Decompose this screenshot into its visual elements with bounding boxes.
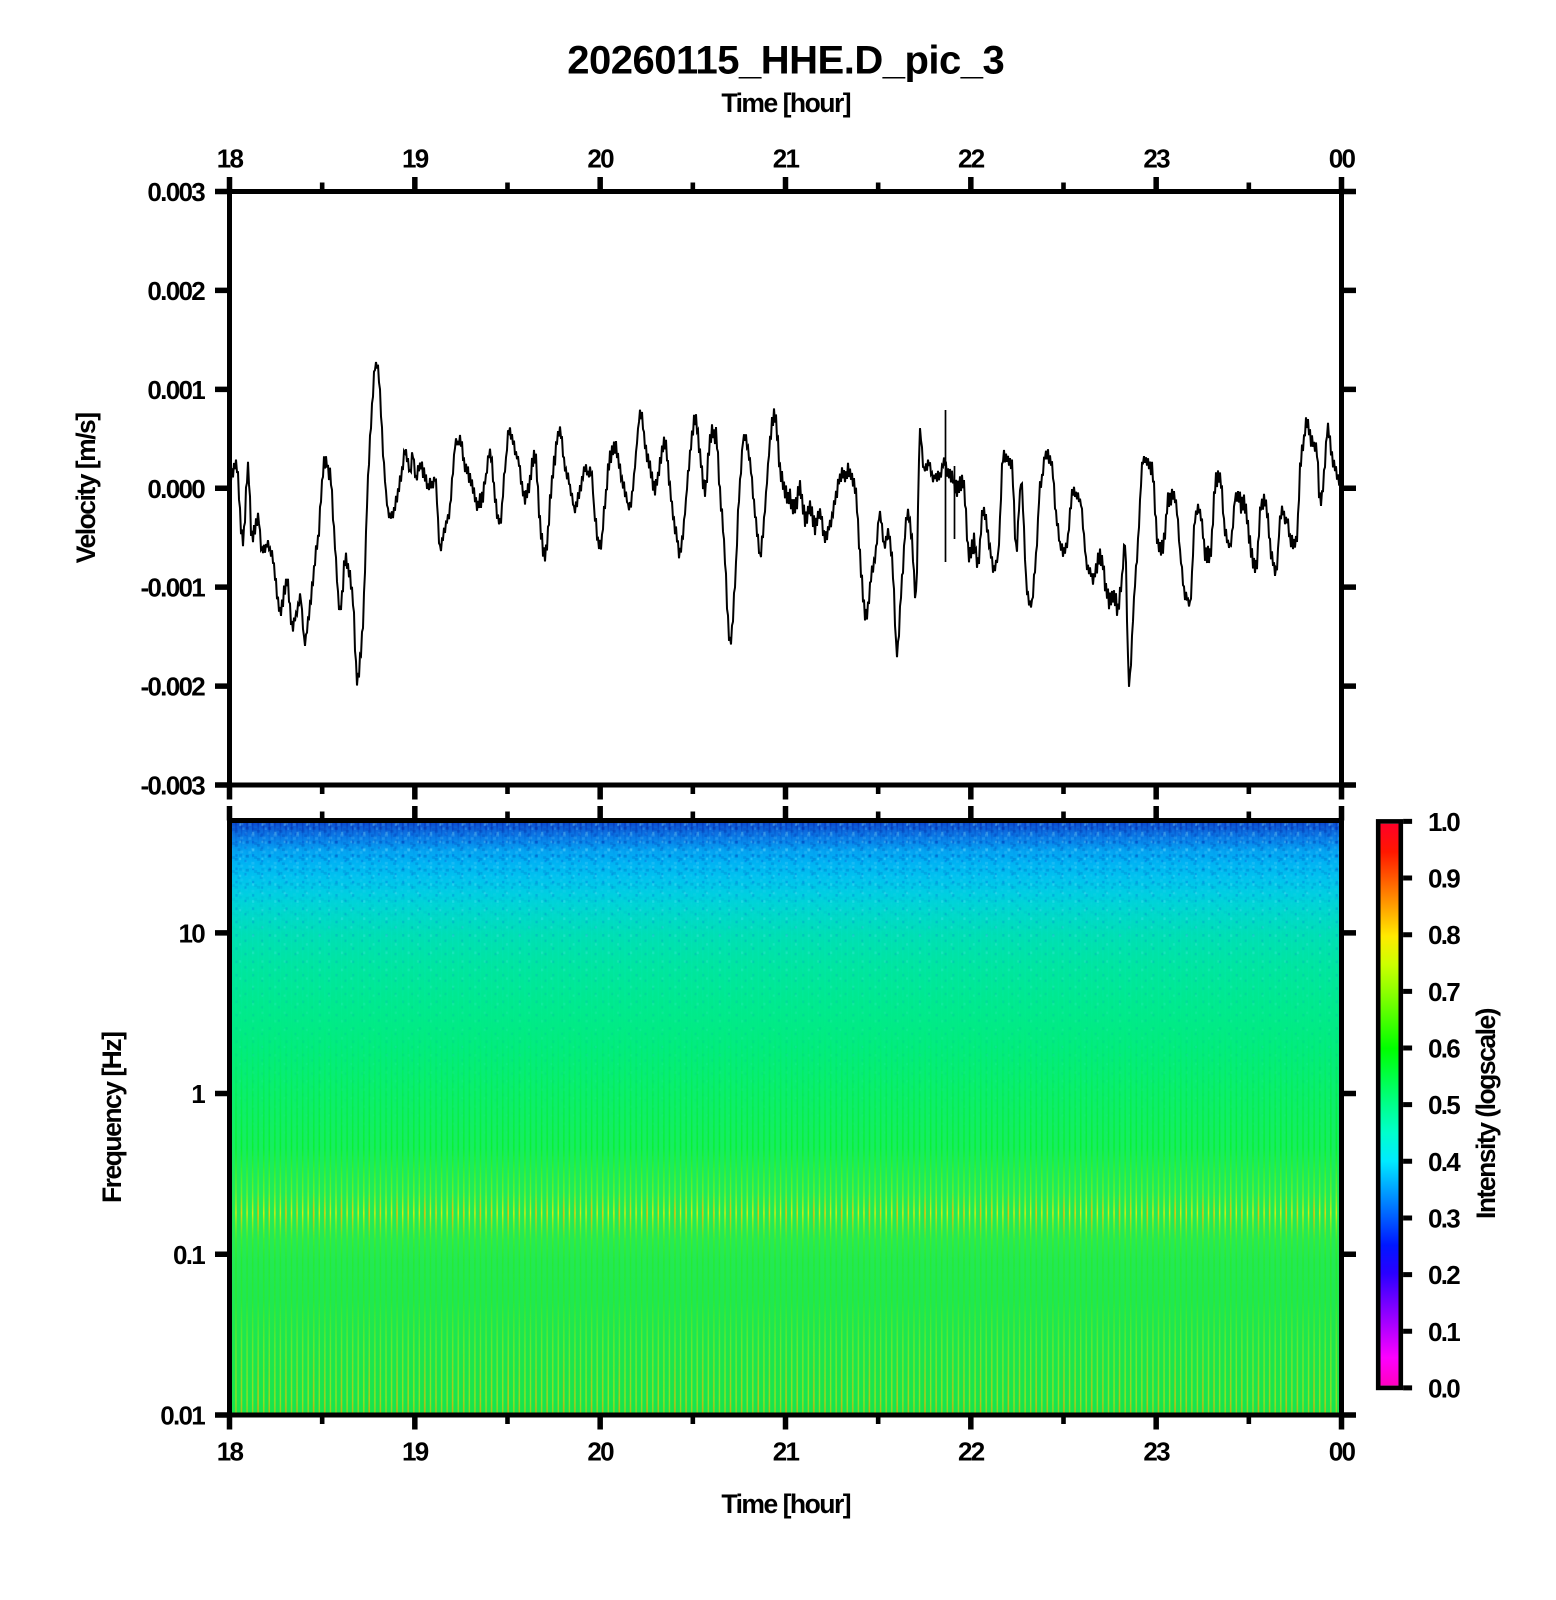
svg-text:Intensity (logscale): Intensity (logscale) — [1471, 1008, 1501, 1219]
svg-text:0.0: 0.0 — [1428, 1373, 1460, 1403]
svg-text:Frequency [Hz]: Frequency [Hz] — [97, 1032, 127, 1203]
svg-text:1: 1 — [191, 1079, 205, 1109]
svg-text:18: 18 — [217, 144, 244, 174]
svg-text:18: 18 — [217, 1437, 244, 1467]
svg-text:-0.001: -0.001 — [140, 573, 205, 603]
svg-text:-0.003: -0.003 — [140, 771, 205, 801]
svg-text:10: 10 — [178, 918, 205, 948]
svg-text:0.5: 0.5 — [1428, 1090, 1460, 1120]
svg-text:22: 22 — [958, 144, 985, 174]
svg-text:0.3: 0.3 — [1428, 1204, 1460, 1234]
svg-text:0.1: 0.1 — [1428, 1317, 1460, 1347]
svg-text:20: 20 — [587, 144, 614, 174]
svg-text:0.7: 0.7 — [1428, 977, 1460, 1007]
svg-text:19: 19 — [402, 144, 429, 174]
svg-text:00: 00 — [1329, 1437, 1356, 1467]
svg-text:0.2: 0.2 — [1428, 1260, 1460, 1290]
svg-text:0.001: 0.001 — [147, 375, 205, 405]
svg-text:1.0: 1.0 — [1428, 807, 1460, 837]
svg-text:21: 21 — [773, 144, 800, 174]
svg-text:0.003: 0.003 — [147, 177, 205, 207]
svg-text:00: 00 — [1329, 144, 1356, 174]
svg-text:0.1: 0.1 — [173, 1240, 205, 1270]
svg-text:-0.002: -0.002 — [140, 672, 205, 702]
svg-text:19: 19 — [402, 1437, 429, 1467]
svg-text:23: 23 — [1143, 144, 1170, 174]
svg-text:0.000: 0.000 — [147, 474, 205, 504]
svg-text:20: 20 — [587, 1437, 614, 1467]
svg-text:0.01: 0.01 — [160, 1401, 205, 1431]
svg-text:Time [hour]: Time [hour] — [721, 1489, 850, 1519]
svg-text:0.002: 0.002 — [147, 276, 205, 306]
svg-text:Time [hour]: Time [hour] — [721, 88, 850, 118]
svg-text:0.6: 0.6 — [1428, 1034, 1460, 1064]
svg-text:20260115_HHE.D_pic_3: 20260115_HHE.D_pic_3 — [567, 39, 1004, 83]
svg-text:0.8: 0.8 — [1428, 920, 1460, 950]
svg-text:Velocity [m/s]: Velocity [m/s] — [71, 413, 101, 564]
svg-text:23: 23 — [1143, 1437, 1170, 1467]
svg-text:0.4: 0.4 — [1428, 1147, 1461, 1177]
svg-text:21: 21 — [773, 1437, 800, 1467]
svg-text:0.9: 0.9 — [1428, 864, 1460, 894]
svg-text:22: 22 — [958, 1437, 985, 1467]
